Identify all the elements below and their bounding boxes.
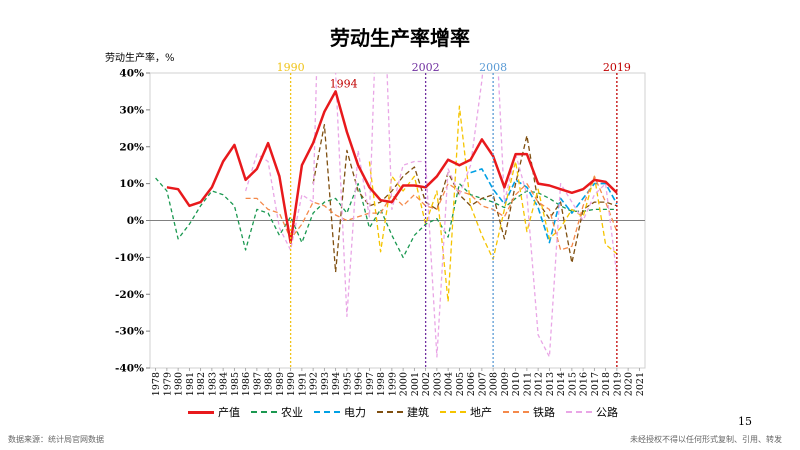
legend-label: 建筑: [407, 406, 429, 419]
x-tick-label: 1991: [297, 372, 308, 396]
x-tick-label: 2009: [500, 372, 511, 396]
series-line-电力: [470, 168, 618, 244]
x-tick-label: 1996: [354, 372, 365, 396]
x-tick-label: 2003: [432, 372, 443, 396]
legend-item-农业: 农业: [251, 404, 303, 420]
marker-label-1990: 1990: [277, 61, 305, 74]
x-tick-label: 1989: [275, 372, 286, 396]
x-tick-label: 2018: [601, 372, 612, 396]
x-tick-label: 1995: [342, 372, 353, 396]
x-tick-label: 2001: [410, 372, 421, 396]
legend-label: 农业: [281, 406, 303, 419]
y-tick-label: -40%: [115, 363, 144, 375]
legend-item-铁路: 铁路: [503, 404, 555, 420]
x-tick-label: 2015: [567, 372, 578, 396]
x-tick-label: 1994: [331, 372, 342, 396]
copyright-notice: 未经授权不得以任何形式复制、引用、转发: [630, 435, 782, 444]
x-tick-label: 1981: [185, 372, 196, 396]
y-tick-label: -20%: [115, 289, 144, 301]
data-source-note: 数据来源：统计局官网数据: [8, 435, 104, 444]
y-tick-label: 20%: [119, 141, 144, 153]
chart-legend: 产值 农业 电力 建筑 地产 铁路 公路: [188, 403, 648, 421]
x-tick-label: 1979: [162, 372, 173, 396]
x-tick-label: 1980: [174, 372, 185, 396]
x-tick-label: 1982: [196, 372, 207, 396]
y-tick-label: 40%: [119, 68, 144, 80]
x-tick-label: 2004: [444, 372, 455, 396]
y-tick-label: 0%: [127, 215, 144, 227]
x-tick-label: 1998: [376, 372, 387, 396]
legend-swatch: [251, 411, 277, 413]
x-tick-label: 2010: [511, 372, 522, 396]
legend-item-产值: 产值: [188, 404, 240, 420]
x-tick-label: 2006: [466, 372, 477, 396]
legend-swatch: [377, 411, 403, 413]
x-tick-label: 2005: [455, 372, 466, 396]
marker-label-2008: 2008: [479, 61, 507, 74]
y-tick-label: -30%: [115, 326, 144, 338]
page-number: 15: [738, 415, 752, 428]
x-tick-label: 2002: [421, 372, 432, 396]
legend-label: 公路: [596, 406, 618, 419]
x-tick-label: 2019: [612, 372, 623, 396]
legend-swatch: [314, 411, 340, 413]
x-tick-label: 1997: [365, 372, 376, 396]
y-tick-label: 10%: [119, 178, 144, 190]
x-tick-label: 2011: [522, 372, 533, 396]
x-tick-label: 2020: [624, 372, 635, 396]
legend-item-地产: 地产: [440, 404, 492, 420]
peak-annotation-1994: 1994: [330, 77, 358, 90]
series-line-铁路: [245, 175, 618, 251]
x-tick-label: 2016: [579, 372, 590, 396]
marker-label-2002: 2002: [412, 61, 440, 74]
legend-swatch: [440, 411, 466, 413]
x-tick-label: 1990: [286, 372, 297, 396]
x-tick-label: 1992: [309, 372, 320, 396]
x-tick-label: 2008: [489, 372, 500, 396]
legend-label: 铁路: [533, 406, 555, 419]
x-tick-label: 2014: [556, 372, 567, 396]
x-tick-label: 2012: [534, 372, 545, 396]
x-tick-label: 1999: [387, 372, 398, 396]
series-line-农业: [155, 177, 617, 259]
marker-label-2019: 2019: [603, 61, 631, 74]
legend-label: 产值: [218, 406, 240, 419]
series-line-地产: [368, 105, 618, 303]
legend-label: 地产: [470, 406, 492, 419]
x-tick-label: 1986: [241, 372, 252, 396]
series-line-公路: [244, 73, 618, 358]
y-tick-label: 30%: [119, 104, 144, 116]
legend-swatch: [503, 411, 529, 413]
chart-title: 劳动生产率增率: [330, 26, 470, 50]
legend-item-建筑: 建筑: [377, 404, 429, 420]
legend-item-电力: 电力: [314, 404, 366, 420]
x-tick-label: 2007: [477, 372, 488, 396]
legend-label: 电力: [344, 406, 366, 419]
x-tick-label: 1983: [207, 372, 218, 396]
x-tick-label: 2013: [545, 372, 556, 396]
x-tick-label: 1984: [219, 372, 230, 396]
x-tick-label: 1993: [320, 372, 331, 396]
x-tick-label: 1987: [252, 372, 263, 396]
x-tick-label: 1978: [151, 372, 162, 396]
series-line-建筑: [312, 123, 618, 273]
x-tick-label: 1985: [230, 372, 241, 396]
series-line-产值: [166, 90, 618, 244]
x-tick-label: 2000: [399, 372, 410, 396]
legend-swatch: [188, 410, 214, 414]
legend-swatch: [566, 411, 592, 413]
x-tick-label: 1988: [264, 372, 275, 396]
x-tick-label: 2017: [590, 372, 601, 396]
legend-item-公路: 公路: [566, 404, 618, 420]
x-tick-label: 2021: [635, 372, 646, 396]
y-axis-label: 劳动生产率，%: [105, 53, 175, 64]
y-tick-label: -10%: [115, 252, 144, 264]
